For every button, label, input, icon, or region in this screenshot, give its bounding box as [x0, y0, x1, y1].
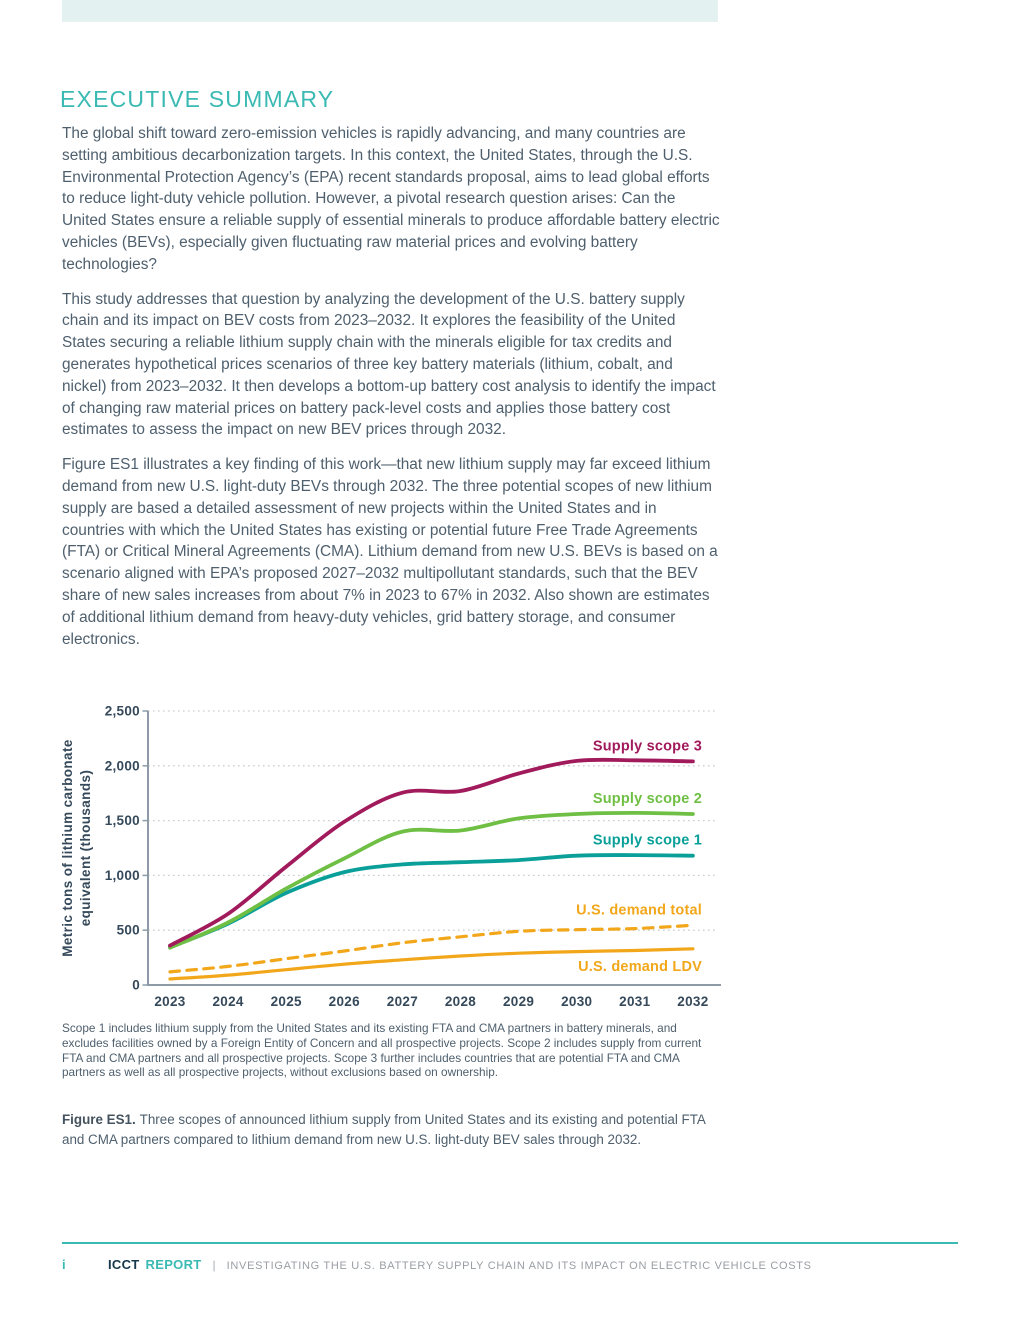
lithium-supply-demand-chart: 0 500 1,000 1,500 2,000 2,500 2023 2024 2025 2026…: [105, 704, 721, 1009]
series-label-u-s-demand-total: U.S. demand total: [576, 902, 702, 918]
x-tick-label-2025: 2025: [271, 994, 302, 1009]
figure-caption-label: Figure ES1.: [62, 1112, 136, 1127]
x-tick-label-2024: 2024: [212, 994, 243, 1009]
y-tick-label-1000: 1,000: [105, 868, 140, 883]
x-tick-label-2027: 2027: [387, 994, 418, 1009]
x-tick-label-2028: 2028: [445, 994, 476, 1009]
footer: i ICCT REPORT | INVESTIGATING THE U.S. B…: [62, 1257, 958, 1272]
x-tick-label-2029: 2029: [503, 994, 534, 1009]
paragraph-2: This study addresses that question by an…: [62, 290, 716, 439]
footer-page-number: i: [62, 1257, 66, 1272]
series-label-supply-scope-3: Supply scope 3: [593, 738, 702, 754]
line-u-s-demand-total: [168, 923, 695, 974]
page-title: EXECUTIVE SUMMARY: [60, 86, 335, 112]
x-tick-label-2026: 2026: [329, 994, 360, 1009]
y-tick-label-500: 500: [117, 923, 140, 938]
x-tick-label-2023: 2023: [154, 994, 185, 1009]
x-tick-label-2032: 2032: [677, 994, 708, 1009]
figure-caption-text: Three scopes of announced lithium supply…: [62, 1112, 706, 1147]
line-supply-scope-2: [168, 810, 695, 950]
y-tick-label-2000: 2,000: [105, 758, 140, 773]
y-tick-label-1500: 1,500: [105, 813, 140, 828]
x-tick-label-2030: 2030: [561, 994, 592, 1009]
line-u-s-demand-ldv: [168, 947, 695, 981]
series-label-supply-scope-1: Supply scope 1: [593, 833, 702, 849]
footer-brand-icct: ICCT: [108, 1257, 140, 1272]
x-tick-label-2031: 2031: [619, 994, 650, 1009]
line-supply-scope-3: [168, 757, 695, 948]
footer-brand-report: REPORT: [145, 1257, 202, 1272]
paragraph-1: The global shift toward zero-emission ve…: [62, 125, 720, 273]
paragraph-3: Figure ES1 illustrates a key finding of …: [62, 456, 718, 648]
figure-caption: Figure ES1. Three scopes of announced lit…: [62, 1110, 722, 1150]
line-supply-scope-1: [168, 853, 695, 950]
top-accent-bar: [62, 0, 718, 22]
y-tick-label-0: 0: [132, 978, 140, 993]
footer-separator: |: [212, 1258, 216, 1272]
chart-note: Scope 1 includes lithium supply from the…: [62, 1021, 702, 1080]
y-tick-label-2500: 2,500: [105, 704, 140, 719]
series-label-u-s-demand-ldv: U.S. demand LDV: [578, 959, 702, 975]
executive-summary-body: The global shift toward zero-emission ve…: [62, 123, 720, 663]
footer-report-title: INVESTIGATING THE U.S. BATTERY SUPPLY CH…: [226, 1260, 812, 1272]
footer-rule: [62, 1242, 958, 1244]
series-label-supply-scope-2: Supply scope 2: [593, 791, 702, 807]
